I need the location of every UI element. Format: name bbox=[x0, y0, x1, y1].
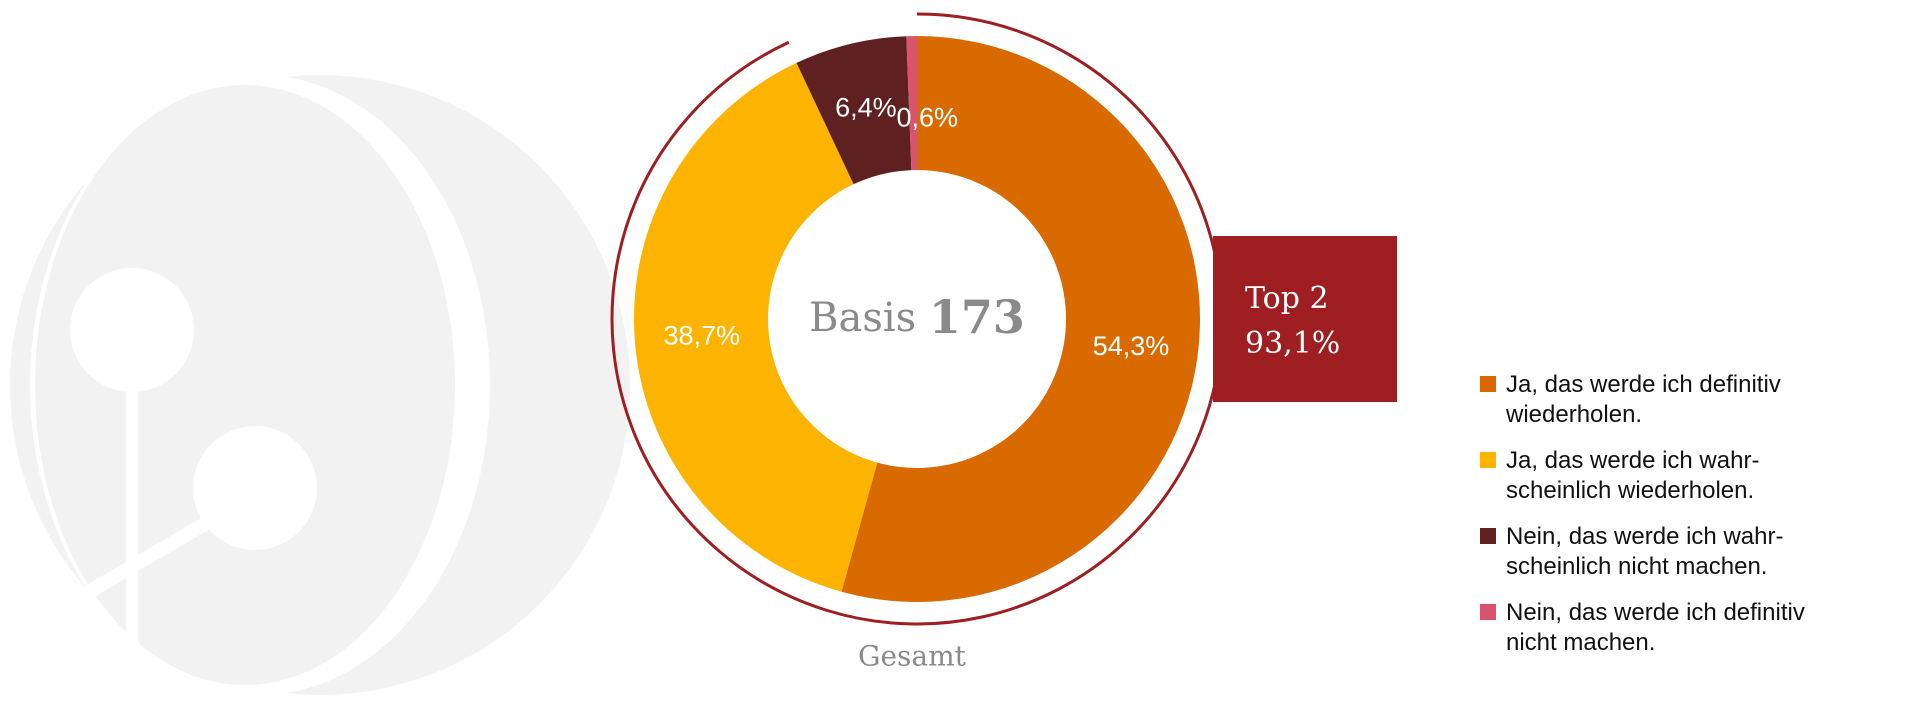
center-base: 173 bbox=[929, 290, 1025, 344]
center-label: Basis 173 bbox=[809, 290, 1025, 344]
legend-label: Ja, das werde ich definitiv wiederholen. bbox=[1506, 371, 1781, 428]
legend-label: Nein, das werde ich definitiv nicht mach… bbox=[1506, 599, 1805, 656]
legend-swatch bbox=[1480, 528, 1496, 544]
legend-item: Nein, das werde ich definitiv nicht mach… bbox=[1480, 598, 1900, 658]
legend-label: Nein, das werde ich wahr-scheinlich nich… bbox=[1506, 523, 1784, 580]
top2-value: 93,1% bbox=[1245, 326, 1340, 361]
legend-label: Ja, das werde ich wahr-scheinlich wieder… bbox=[1506, 447, 1760, 504]
legend: Ja, das werde ich definitiv wiederholen.… bbox=[1480, 370, 1900, 674]
donut-segment bbox=[633, 62, 878, 592]
legend-item: Ja, das werde ich definitiv wiederholen. bbox=[1480, 370, 1900, 430]
donut-segment bbox=[796, 36, 912, 185]
center-basis: Basis bbox=[809, 295, 916, 341]
legend-item: Ja, das werde ich wahr-scheinlich wieder… bbox=[1480, 446, 1900, 506]
donut-segment bbox=[841, 36, 1200, 602]
data-label: 6,4% bbox=[835, 92, 897, 122]
legend-swatch bbox=[1480, 452, 1496, 468]
legend-swatch bbox=[1480, 604, 1496, 620]
legend-item: Nein, das werde ich wahr-scheinlich nich… bbox=[1480, 522, 1900, 582]
data-label: 54,3% bbox=[1093, 331, 1170, 361]
x-label: Gesamt bbox=[858, 640, 967, 673]
donut-segment bbox=[906, 36, 917, 171]
top2-label: Top 2 bbox=[1245, 281, 1329, 316]
data-label: 0,6% bbox=[896, 102, 958, 132]
top2-box bbox=[1213, 236, 1397, 402]
data-label: 38,7% bbox=[663, 320, 740, 350]
legend-swatch bbox=[1480, 376, 1496, 392]
background-icon bbox=[10, 75, 630, 695]
top2-arc bbox=[610, 12, 1224, 626]
